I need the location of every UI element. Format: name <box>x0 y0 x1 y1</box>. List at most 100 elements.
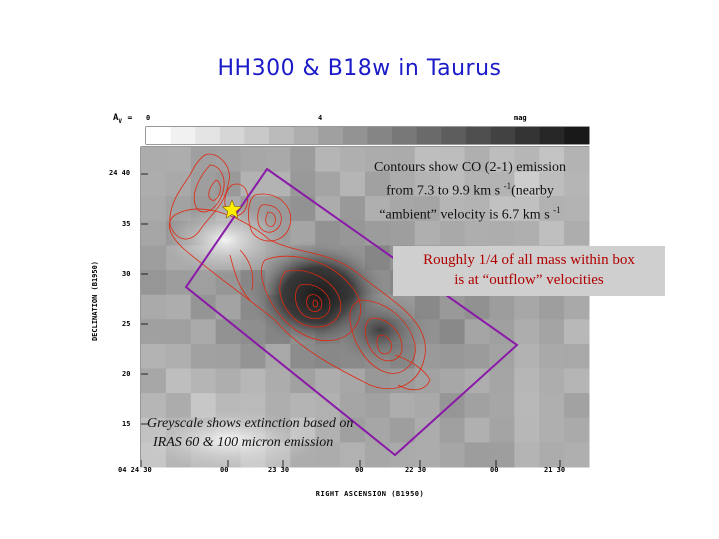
image-pixel <box>141 171 167 197</box>
image-pixel <box>539 220 565 246</box>
image-pixel <box>215 319 242 345</box>
y-axis-label: DECLINATION (B1950) <box>91 260 99 342</box>
bright-patch-2 <box>140 410 320 470</box>
image-pixel <box>439 147 466 173</box>
greyscale-note-line1: Greyscale shows extinction based on <box>147 416 354 431</box>
image-pixel <box>439 343 466 370</box>
x-tick-1: 00 <box>220 466 229 474</box>
image-pixel <box>489 417 515 443</box>
colorbar-tick-2: 4 <box>318 114 323 122</box>
contours-note-line2-b: (nearby <box>511 183 554 199</box>
x-tick-6: 21 30 <box>544 466 566 474</box>
image-pixel <box>514 294 540 320</box>
image-pixel <box>141 147 167 173</box>
image-pixel <box>439 393 466 419</box>
image-pixel <box>389 417 416 443</box>
image-pixel <box>414 171 441 197</box>
image-pixel <box>464 417 490 443</box>
image-pixel <box>514 220 540 246</box>
image-pixel <box>539 393 565 419</box>
image-pixel <box>215 294 242 320</box>
image-pixel <box>389 393 416 419</box>
image-pixel <box>265 368 291 394</box>
image-pixel <box>514 368 540 394</box>
image-pixel <box>464 343 490 370</box>
image-pixel <box>464 196 490 222</box>
y-tick-1: 35 <box>122 220 131 228</box>
image-pixel <box>389 196 416 222</box>
colorbar-step <box>441 127 467 144</box>
image-pixel <box>564 294 590 320</box>
image-pixel <box>514 147 540 173</box>
image-pixel <box>240 368 266 394</box>
image-pixel <box>439 319 466 345</box>
bright-patch <box>165 205 285 275</box>
image-pixel <box>365 442 391 468</box>
frame-ticks <box>140 173 561 467</box>
image-pixel <box>165 319 192 345</box>
image-pixel <box>539 442 565 468</box>
image-pixel <box>340 442 366 468</box>
image-pixel <box>340 220 366 246</box>
image-pixel <box>439 196 466 222</box>
image-pixel <box>141 343 167 370</box>
image-pixel <box>315 442 341 468</box>
colorbar-step <box>515 127 541 144</box>
image-pixel <box>514 196 540 222</box>
image-pixel <box>489 147 515 173</box>
image-pixel <box>240 147 266 173</box>
colorbar-step <box>219 127 245 144</box>
image-pixel <box>564 368 590 394</box>
y-tick-5: 15 <box>122 420 131 428</box>
colorbar-step <box>195 127 221 144</box>
image-pixel <box>290 171 316 197</box>
contours-note-line3-a: “ambient” velocity is 6.7 km s <box>379 207 554 223</box>
image-pixel <box>439 220 466 246</box>
image-pixel <box>464 442 490 468</box>
image-pixel <box>315 171 341 197</box>
image-pixel <box>190 343 217 370</box>
image-pixel <box>215 147 242 173</box>
image-pixel <box>414 147 441 173</box>
y-tick-4: 20 <box>122 370 131 378</box>
image-pixel <box>414 220 441 246</box>
image-pixel <box>464 393 490 419</box>
contours-note-line1: Contours show CO (2-1) emission <box>373 160 567 175</box>
colorbar-label-v: V <box>118 117 123 125</box>
image-pixel <box>265 343 291 370</box>
x-tick-4: 22 30 <box>405 466 427 474</box>
colorbar-step <box>318 127 344 144</box>
image-pixel <box>564 171 590 197</box>
image-pixel <box>165 368 192 394</box>
image-pixel <box>564 393 590 419</box>
image-pixel <box>489 294 515 320</box>
image-pixel <box>315 147 341 173</box>
contours-note-line2-a: from 7.3 to 9.9 km s <box>386 183 504 199</box>
colorbar-step <box>293 127 319 144</box>
colorbar-step <box>170 127 196 144</box>
image-pixel <box>539 171 565 197</box>
greyscale-note: Greyscale shows extinction based on IRAS… <box>147 414 407 452</box>
y-tick-2: 30 <box>122 270 131 278</box>
image-pixel <box>489 196 515 222</box>
colorbar-label: AV = <box>113 113 133 125</box>
colorbar-unit: mag <box>514 114 527 122</box>
image-pixel <box>539 343 565 370</box>
image-pixel <box>489 368 515 394</box>
x-tick-2: 23 30 <box>268 466 290 474</box>
x-axis-label: RIGHT ASCENSION (B1950) <box>315 490 425 498</box>
image-pixel <box>215 343 242 370</box>
image-pixel <box>290 393 316 419</box>
image-pixel <box>514 171 540 197</box>
dark-lobe <box>325 290 435 370</box>
image-pixel <box>290 147 316 173</box>
colorbar-step <box>392 127 418 144</box>
image-pixel <box>439 442 466 468</box>
image-pixel <box>564 417 590 443</box>
co-contours <box>168 153 431 391</box>
image-pixel <box>315 368 341 394</box>
image-pixel <box>365 196 391 222</box>
image-pixel <box>365 147 391 173</box>
figure-title: HH300 & B18w in Taurus <box>217 56 502 81</box>
